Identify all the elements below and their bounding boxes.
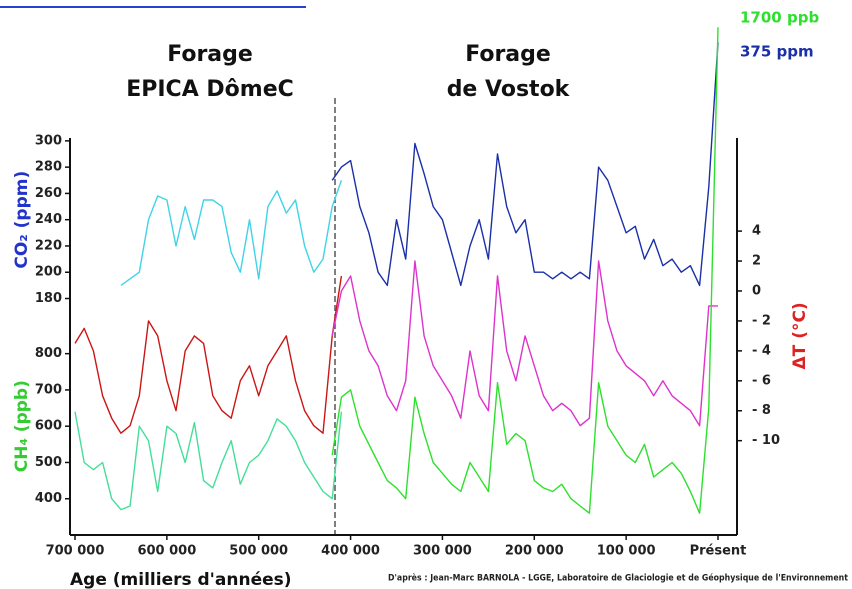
y-tick-label: 800 [35,346,62,361]
y-tick-label: 600 [35,419,62,434]
y-tick-label: - 8 [752,403,771,418]
y-tick-label: 180 [35,291,62,306]
y-axis-label: CH₄ (ppb) [12,380,32,472]
x-axis-label: Age (milliers d'années) [70,570,292,589]
heading-line: Forage [167,42,253,67]
y-tick-label: - 6 [752,373,771,388]
y-tick-label: 0 [752,283,761,298]
data-line [331,27,719,514]
y-tick-label: 300 [35,133,62,148]
annotation: 1700 ppb [740,9,819,27]
y-tick-label: - 10 [752,433,780,448]
heading-line: Forage [465,42,551,67]
data-line [331,260,718,427]
y-axis-label: CO₂ (ppm) [12,171,32,269]
x-tick-label: 600 000 [137,544,196,559]
y-tick-label: 400 [35,491,62,506]
y-tick-label: 200 [35,265,62,280]
x-tick-label: 400 000 [321,544,380,559]
y-tick-label: 4 [752,224,761,239]
x-tick-label: 200 000 [505,544,564,559]
y-tick-label: 2 [752,254,761,269]
y-tick-label: - 2 [752,313,771,328]
x-tick-label: 100 000 [597,544,656,559]
x-tick-label: 700 000 [46,544,105,559]
x-tick-label: 500 000 [229,544,288,559]
y-tick-label: - 4 [752,343,771,358]
y-axis-label: ΔT (°C) [790,302,810,369]
y-tick-label: 260 [35,186,62,201]
credit: D'après : Jean-Marc BARNOLA - LGGE, Labo… [388,573,848,584]
heading-line: de Vostok [447,77,571,102]
data-line [74,275,343,434]
link-underline [0,6,306,8]
data-line [74,411,343,511]
data-line [120,180,343,286]
y-tick-label: 280 [35,160,62,175]
y-tick-label: 240 [35,212,62,227]
x-tick-label: 300 000 [413,544,472,559]
y-tick-label: 220 [35,238,62,253]
data-line [331,42,719,287]
heading-line: EPICA DômeC [126,77,294,102]
annotation: 375 ppm [740,43,814,61]
y-tick-label: 500 [35,455,62,470]
y-tick-label: 700 [35,382,62,397]
x-tick-label: Présent [690,544,747,559]
